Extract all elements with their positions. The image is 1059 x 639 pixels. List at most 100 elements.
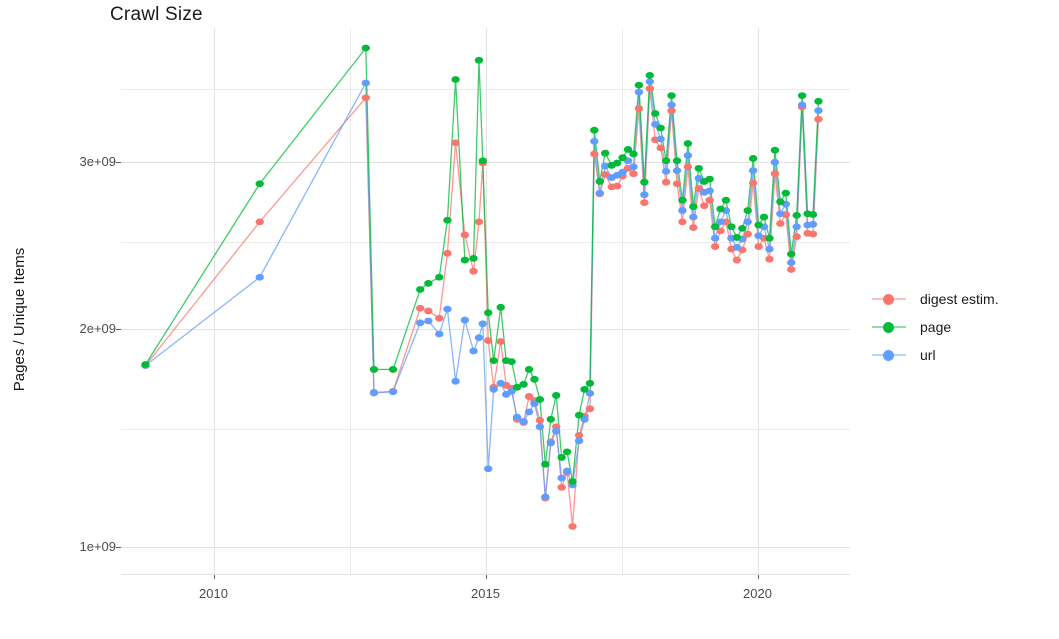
data-point — [546, 439, 555, 447]
data-point — [618, 154, 627, 162]
data-point — [530, 375, 539, 383]
data-point — [759, 213, 769, 221]
data-point — [484, 309, 493, 317]
data-point — [618, 168, 627, 176]
data-point — [435, 273, 444, 281]
data-point — [661, 168, 671, 175]
data-point — [612, 182, 622, 190]
data-point — [787, 266, 796, 273]
legend-item-label: page — [920, 319, 952, 335]
data-point — [541, 493, 550, 501]
data-point — [623, 146, 633, 153]
data-point — [424, 307, 433, 315]
data-point — [574, 431, 584, 439]
data-point — [787, 259, 796, 267]
data-point — [716, 205, 725, 213]
data-point — [710, 243, 720, 250]
data-point — [557, 454, 566, 461]
data-point — [557, 483, 566, 491]
x-tick-label: 2015 — [471, 586, 500, 601]
data-point — [634, 105, 644, 112]
data-point — [645, 71, 654, 79]
data-point — [255, 218, 264, 226]
data-point — [629, 163, 638, 171]
data-point — [369, 389, 379, 397]
data-point — [776, 210, 785, 218]
y-tick-label: 2e+09 — [79, 321, 116, 337]
data-point — [552, 392, 561, 399]
data-point — [469, 347, 478, 355]
data-point — [792, 223, 801, 231]
data-point — [595, 178, 604, 185]
data-point — [416, 286, 425, 293]
legend-item-digest[interactable]: digest estim. — [872, 285, 999, 313]
data-point — [600, 149, 610, 157]
data-point — [814, 107, 823, 115]
legend-item-page[interactable]: page — [872, 313, 999, 341]
data-point — [678, 207, 687, 214]
data-point — [424, 317, 433, 325]
data-point — [754, 243, 763, 250]
data-point — [595, 189, 604, 197]
data-point — [443, 216, 452, 224]
data-point — [770, 158, 780, 166]
series-points-page — [141, 44, 823, 485]
data-point — [808, 220, 818, 228]
data-point — [496, 379, 505, 387]
series-line-page — [144, 46, 820, 482]
data-point — [562, 467, 572, 475]
y-tick-mark — [116, 547, 121, 548]
data-point — [787, 250, 796, 258]
data-point — [530, 400, 539, 408]
series-layer — [141, 44, 823, 530]
data-point — [524, 366, 534, 373]
data-point — [710, 223, 720, 231]
data-point — [797, 92, 807, 100]
data-point — [743, 230, 752, 238]
data-point — [656, 124, 665, 132]
data-point — [667, 107, 676, 115]
data-point — [748, 155, 758, 162]
legend-item-url[interactable]: url — [872, 341, 999, 369]
data-point — [634, 81, 644, 89]
data-point — [512, 383, 522, 391]
data-point — [770, 146, 780, 154]
data-point — [585, 405, 595, 413]
data-point — [580, 385, 589, 393]
data-point — [808, 211, 818, 218]
data-point — [435, 330, 444, 338]
data-point — [732, 256, 742, 264]
data-point — [535, 416, 545, 424]
data-point — [474, 218, 484, 226]
data-point — [694, 164, 703, 172]
data-point — [656, 144, 665, 152]
data-point — [672, 167, 682, 175]
data-point — [776, 198, 785, 206]
data-point — [574, 411, 584, 419]
data-point — [590, 137, 599, 145]
data-point — [557, 474, 566, 482]
data-point — [738, 224, 747, 232]
page-title: Crawl Size — [110, 4, 203, 25]
data-point — [460, 256, 470, 264]
data-point — [694, 185, 703, 192]
y-tick-label: 1e+09 — [79, 539, 116, 554]
data-point — [369, 366, 379, 373]
data-point — [808, 230, 818, 238]
data-point — [672, 180, 682, 188]
data-point — [765, 255, 774, 263]
data-point — [792, 233, 801, 241]
data-point — [141, 361, 150, 368]
data-point — [451, 76, 460, 83]
gridline-vertical-minor — [621, 28, 623, 574]
data-point — [474, 56, 484, 64]
data-point — [710, 234, 720, 242]
x-tick-mark — [213, 574, 215, 579]
data-point — [640, 199, 649, 206]
data-point — [585, 390, 595, 397]
data-point — [519, 418, 528, 425]
data-point — [656, 135, 665, 143]
data-point — [255, 273, 264, 281]
data-point — [645, 78, 654, 86]
